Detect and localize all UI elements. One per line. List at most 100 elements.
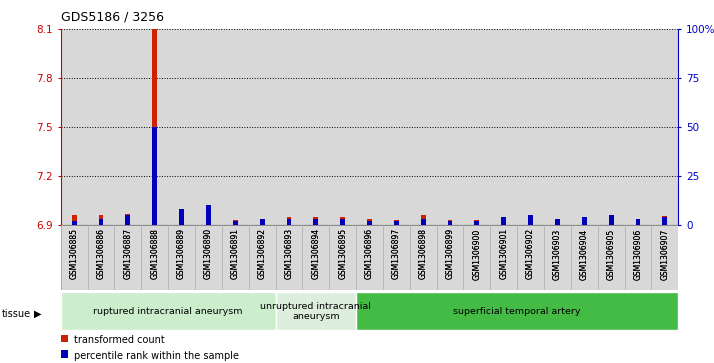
Bar [126, 215, 130, 225]
Bar [448, 221, 453, 225]
Bar [313, 219, 318, 225]
Bar [233, 220, 238, 225]
Bar [356, 29, 383, 225]
Bar [582, 217, 587, 225]
Bar [61, 292, 276, 330]
Bar [222, 29, 248, 225]
Text: GSM1306899: GSM1306899 [446, 228, 455, 280]
Bar [206, 211, 211, 225]
Bar [651, 29, 678, 225]
Bar [663, 217, 668, 225]
Bar [367, 219, 372, 225]
Bar [168, 29, 195, 225]
Text: GSM1306905: GSM1306905 [607, 228, 615, 280]
Bar [71, 221, 76, 225]
Bar [179, 214, 184, 225]
Bar [206, 205, 211, 225]
Bar [152, 29, 157, 225]
Text: GSM1306885: GSM1306885 [70, 228, 79, 279]
Text: tissue: tissue [1, 309, 31, 319]
Bar [501, 217, 506, 225]
Text: GSM1306897: GSM1306897 [392, 228, 401, 280]
Bar [635, 219, 640, 225]
Bar [475, 220, 479, 225]
Text: GSM1306893: GSM1306893 [284, 228, 293, 280]
Text: GSM1306898: GSM1306898 [418, 228, 428, 279]
Bar [286, 219, 291, 225]
Text: GSM1306891: GSM1306891 [231, 228, 240, 279]
Bar [367, 221, 372, 225]
Text: GSM1306906: GSM1306906 [633, 228, 643, 280]
Text: GSM1306899: GSM1306899 [446, 228, 455, 280]
Bar [141, 29, 168, 225]
Bar [421, 215, 426, 225]
Bar [195, 29, 222, 225]
Bar [260, 219, 264, 225]
Text: GSM1306888: GSM1306888 [150, 228, 159, 279]
Text: GSM1306902: GSM1306902 [526, 228, 535, 280]
Bar [276, 292, 356, 330]
Text: GSM1306893: GSM1306893 [284, 228, 293, 280]
Text: GSM1306888: GSM1306888 [150, 228, 159, 279]
Text: GSM1306895: GSM1306895 [338, 228, 347, 280]
Bar [571, 29, 598, 225]
Bar [663, 216, 668, 225]
Bar [544, 29, 571, 225]
Text: percentile rank within the sample: percentile rank within the sample [74, 351, 238, 361]
Bar [61, 29, 88, 225]
Text: ruptured intracranial aneurysm: ruptured intracranial aneurysm [94, 307, 243, 316]
Text: transformed count: transformed count [74, 335, 164, 346]
Text: GSM1306901: GSM1306901 [499, 228, 508, 280]
Text: GSM1306896: GSM1306896 [365, 228, 374, 280]
Text: GSM1306903: GSM1306903 [553, 228, 562, 280]
Text: superficial temporal artery: superficial temporal artery [453, 307, 581, 316]
Bar [313, 217, 318, 225]
Bar [582, 217, 587, 225]
Bar [114, 29, 141, 225]
Text: GSM1306898: GSM1306898 [418, 228, 428, 279]
Bar [276, 29, 302, 225]
Text: GSM1306903: GSM1306903 [553, 228, 562, 280]
Bar [356, 292, 678, 330]
Text: GSM1306901: GSM1306901 [499, 228, 508, 280]
Bar [609, 216, 613, 225]
Text: GSM1306895: GSM1306895 [338, 228, 347, 280]
Bar [383, 29, 410, 225]
Bar [491, 29, 517, 225]
Bar [394, 220, 398, 225]
Bar [555, 219, 560, 225]
Bar [598, 29, 625, 225]
Bar [437, 29, 463, 225]
Bar [501, 219, 506, 225]
Text: GSM1306885: GSM1306885 [70, 228, 79, 279]
Text: GSM1306890: GSM1306890 [204, 228, 213, 280]
Text: GSM1306904: GSM1306904 [580, 228, 589, 280]
Text: ▶: ▶ [34, 309, 42, 319]
Bar [635, 219, 640, 225]
Text: GSM1306907: GSM1306907 [660, 228, 669, 280]
Text: unruptured intracranial
aneurysm: unruptured intracranial aneurysm [261, 302, 371, 321]
Text: GSM1306887: GSM1306887 [124, 228, 132, 279]
Text: GSM1306886: GSM1306886 [96, 228, 106, 279]
Text: GSM1306890: GSM1306890 [204, 228, 213, 280]
Bar [71, 215, 76, 225]
Bar [609, 215, 613, 225]
Bar [286, 217, 291, 225]
Text: GSM1306891: GSM1306891 [231, 228, 240, 279]
Bar [463, 29, 491, 225]
Bar [555, 219, 560, 225]
Bar [410, 29, 437, 225]
Bar [99, 219, 104, 225]
Text: GSM1306900: GSM1306900 [473, 228, 481, 280]
Text: GSM1306892: GSM1306892 [258, 228, 266, 279]
Bar [475, 221, 479, 225]
Text: GSM1306889: GSM1306889 [177, 228, 186, 279]
Bar [517, 29, 544, 225]
Bar [179, 209, 184, 225]
Text: GSM1306907: GSM1306907 [660, 228, 669, 280]
Text: GSM1306887: GSM1306887 [124, 228, 132, 279]
Bar [260, 219, 264, 225]
Bar [302, 29, 329, 225]
Text: GSM1306897: GSM1306897 [392, 228, 401, 280]
Bar [341, 219, 345, 225]
